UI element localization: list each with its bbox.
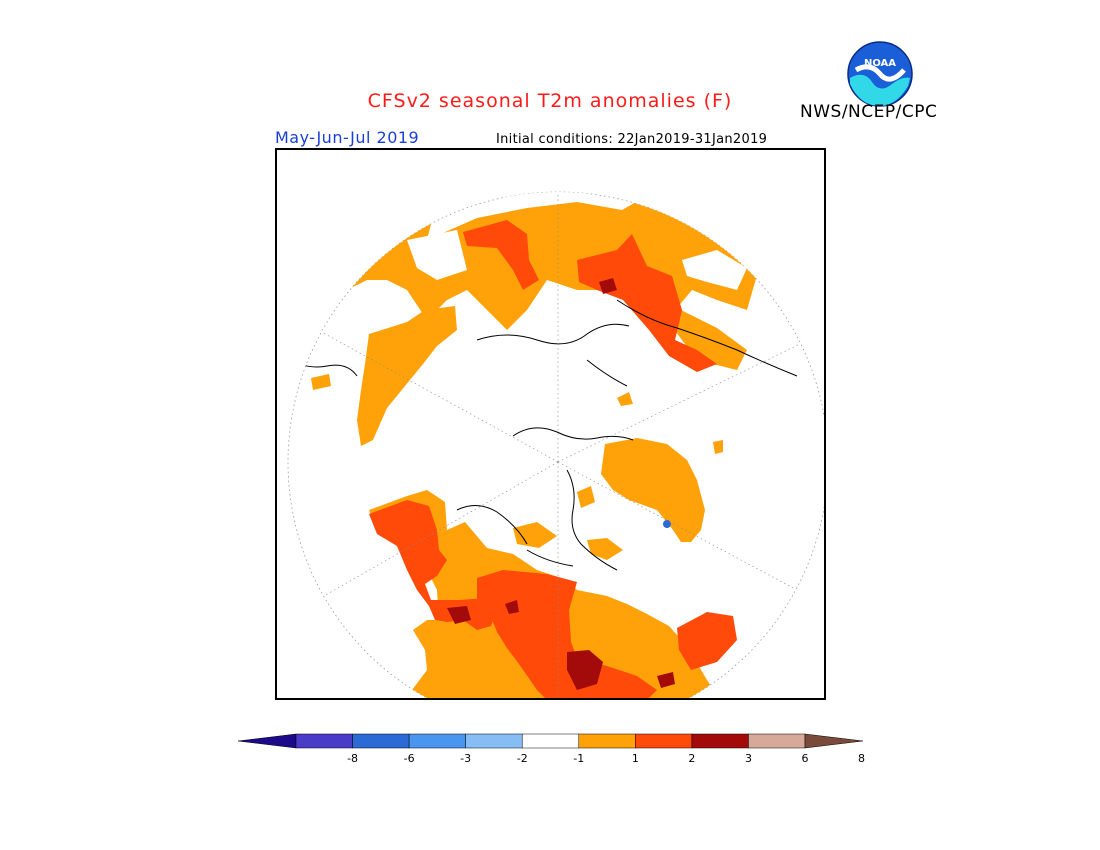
colorbar-arrow-right [804, 733, 863, 749]
colorbar-tick-label: 3 [744, 752, 752, 765]
colorbar-swatch [578, 733, 636, 749]
polar-map [275, 148, 826, 700]
agency-label: NWS/NCEP/CPC [800, 102, 938, 122]
colorbar-swatch [465, 733, 523, 749]
colorbar-tick-label: 6 [801, 752, 809, 765]
colorbar-tick-label: -6 [403, 752, 415, 765]
colorbar-swatch [352, 733, 410, 749]
coastlines [288, 299, 798, 571]
anomaly-region-darkred-alaska [447, 606, 471, 624]
season-label: May-Jun-Jul 2019 [275, 128, 420, 147]
anomaly-region-europe-west [357, 306, 457, 446]
chart-title: CFSv2 seasonal T2m anomalies (F) [367, 90, 733, 112]
colorbar-swatch [295, 733, 353, 749]
colorbar-tick-label: 1 [631, 752, 639, 765]
colorbar-tick-label: -3 [460, 752, 472, 765]
colorbar-tick-label: -1 [573, 752, 585, 765]
colorbar-swatch [748, 733, 806, 749]
anomaly-region-greenland [601, 438, 705, 542]
polar-map-canvas [287, 191, 824, 698]
colorbar-swatch [408, 733, 466, 749]
anomaly-region-darkred-canada [567, 650, 603, 690]
anomaly-region-kazakhstan-red [577, 234, 717, 372]
colorbar-tick-label: 2 [688, 752, 696, 765]
noaa-logo: NOAA [847, 41, 913, 107]
colorbar-tick-label: -2 [516, 752, 528, 765]
anomaly-region-orange-east [661, 192, 689, 214]
anomaly-region-canada-red [477, 570, 657, 698]
colorbar-arrow-left [238, 733, 297, 749]
graticule [316, 192, 809, 698]
colorbar-tick-label: 8 [858, 752, 866, 765]
svg-text:NOAA: NOAA [864, 58, 896, 69]
colorbar-swatch [691, 733, 749, 749]
anomaly-region-siberia-red [463, 220, 539, 290]
initial-conditions-label: Initial conditions: 22Jan2019-31Jan2019 [496, 132, 768, 147]
anomaly-cold-spot [663, 520, 671, 528]
anomaly-region-darkred-1 [599, 278, 617, 294]
colorbar-swatch [635, 733, 693, 749]
colorbar-swatch [521, 733, 580, 749]
anomaly-region-alaska-red [369, 500, 497, 630]
colorbar-tick-label: -8 [347, 752, 359, 765]
colorbar [238, 733, 863, 749]
